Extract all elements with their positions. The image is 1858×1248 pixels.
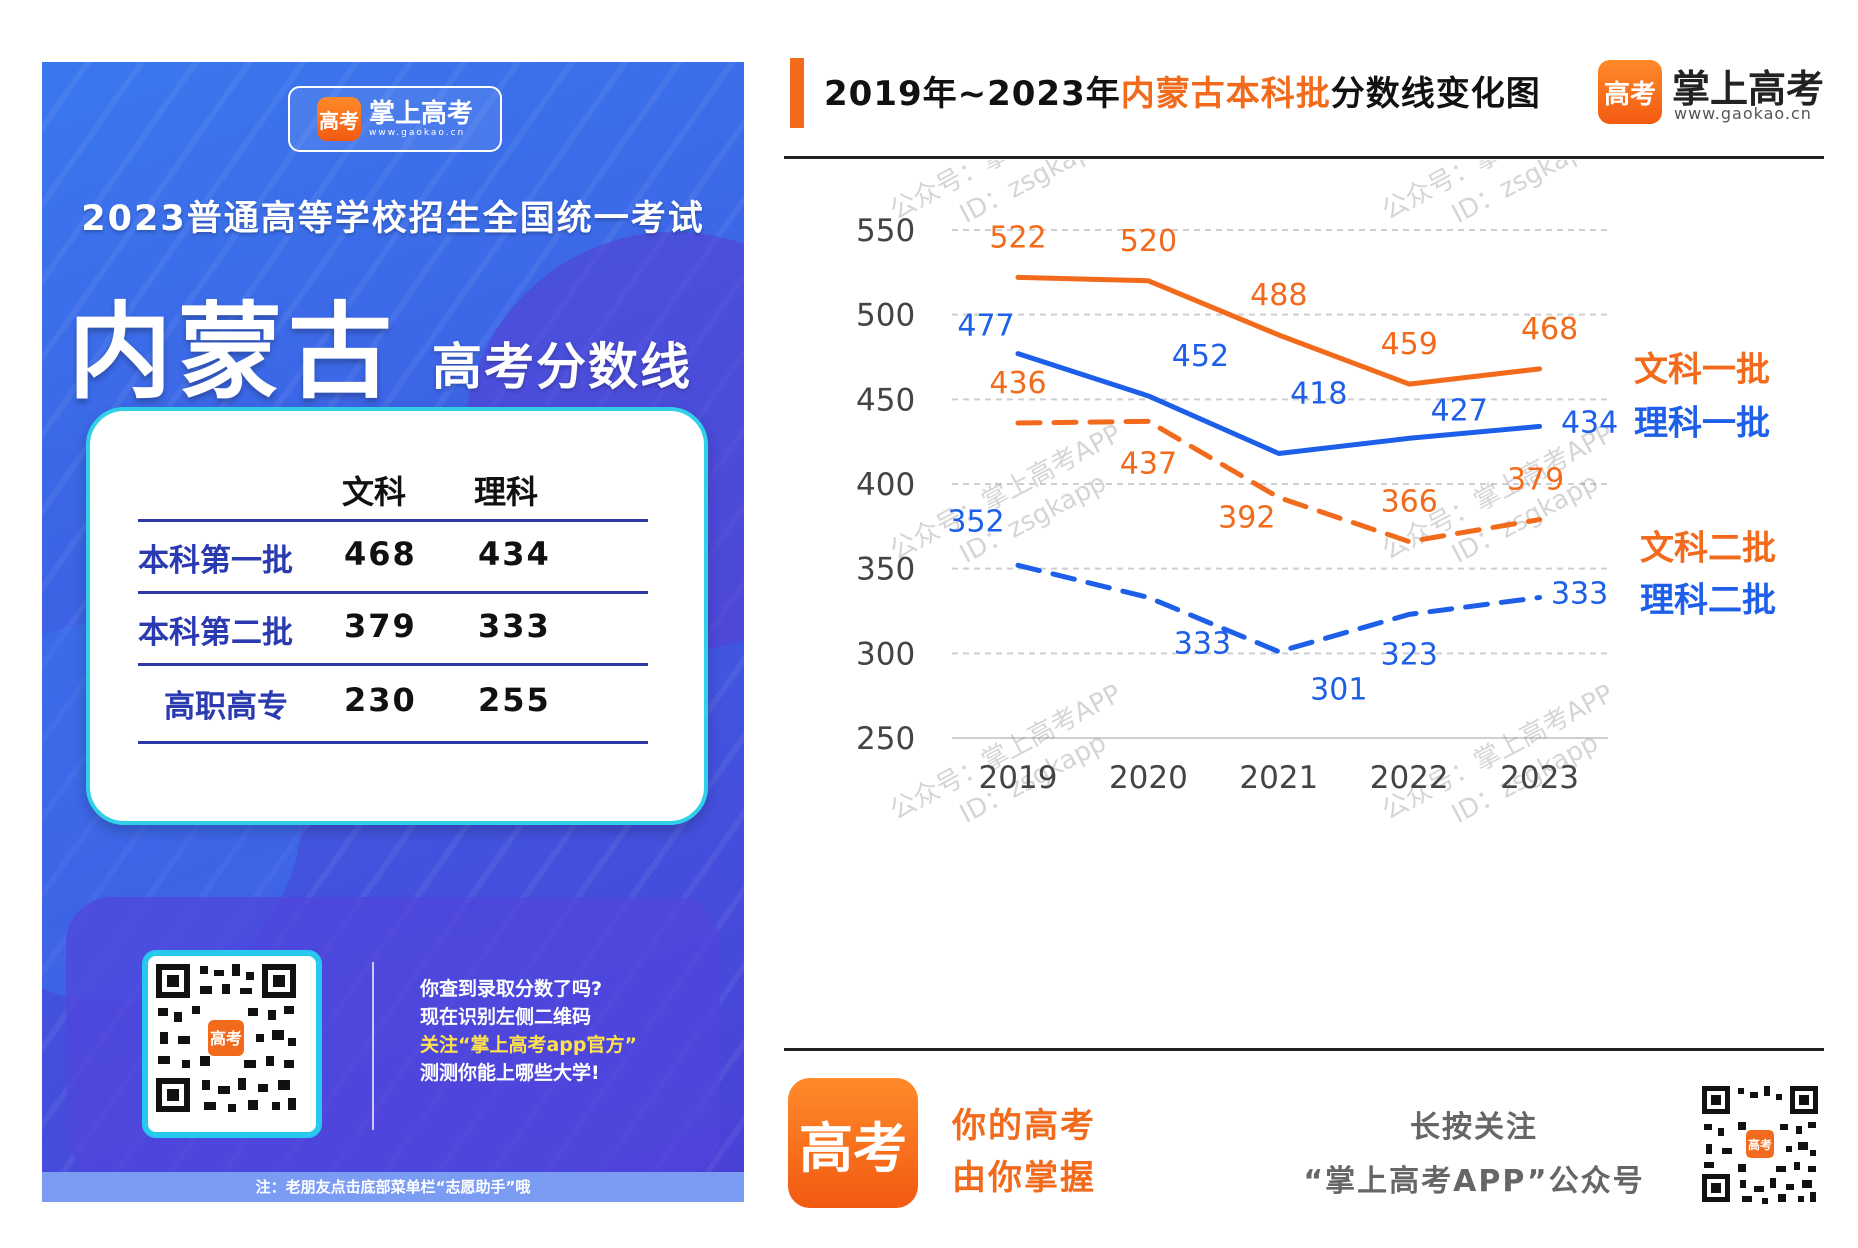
score-poster: 高考 掌上高考 www.gaokao.cn 2023普通高等学校招生全国统一考试… xyxy=(42,62,744,1202)
data-label: 352 xyxy=(947,504,1004,539)
data-label: 437 xyxy=(1120,446,1177,481)
poster-logo-name: 掌上高考 xyxy=(368,99,473,129)
chart-title: 2019年~2023年内蒙古本科批分数线变化图 xyxy=(824,66,1541,115)
title-accent-bar xyxy=(790,58,804,128)
series-line xyxy=(1015,562,1543,655)
y-tick-label: 350 xyxy=(856,552,915,588)
brand-name: 掌上高考 xyxy=(1672,67,1825,111)
data-label: 333 xyxy=(1551,576,1608,611)
x-tick-label: 2020 xyxy=(1109,760,1188,796)
promo-line-highlight: 关注“掌上高考app官方” xyxy=(420,1034,637,1056)
data-label: 392 xyxy=(1218,501,1275,536)
poster-logo-url: www.gaokao.cn xyxy=(368,128,466,138)
follow-hint: 长按关注 xyxy=(1410,1110,1538,1145)
table-header-wenke: 文科 xyxy=(342,473,407,511)
slogan-line: 你的高考 xyxy=(952,1106,1096,1146)
footer-rule xyxy=(784,1048,1824,1051)
gaokao-logo-icon: 高考 xyxy=(1598,60,1662,124)
row-label-batch2: 本科第二批 xyxy=(138,615,293,651)
cell-vocational-wenke: 230 xyxy=(344,681,417,719)
cell-batch1-like: 434 xyxy=(478,535,551,573)
promo-line: 现在识别左侧二维码 xyxy=(420,1006,592,1028)
data-label: 436 xyxy=(989,366,1046,401)
x-tick-label: 2019 xyxy=(979,760,1058,796)
cell-batch2-like: 333 xyxy=(478,607,551,645)
exam-title: 2023普通高等学校招生全国统一考试 xyxy=(81,199,705,239)
data-label: 434 xyxy=(1561,405,1618,440)
data-label: 333 xyxy=(1174,626,1231,661)
y-tick-label: 450 xyxy=(856,382,915,418)
y-tick-label: 250 xyxy=(856,721,915,757)
data-label: 522 xyxy=(989,220,1046,255)
series-line xyxy=(1015,418,1543,545)
province-title: 内蒙古 xyxy=(68,291,399,413)
legend-entry: 理科一批 xyxy=(1634,403,1770,443)
poster-logo: 高考 掌上高考 www.gaokao.cn xyxy=(288,86,502,152)
chart-title-prefix: 2019年~2023年 xyxy=(824,74,1121,114)
brand-logo: 高考 掌上高考 www.gaokao.cn xyxy=(1598,58,1838,128)
data-label: 323 xyxy=(1381,637,1438,672)
gaokao-logo-icon: 高考 xyxy=(316,97,361,141)
row-label-vocational: 高职高专 xyxy=(164,689,288,725)
data-label: 366 xyxy=(1381,485,1438,520)
y-tick-label: 550 xyxy=(856,213,915,249)
data-label: 488 xyxy=(1250,278,1307,313)
province-subtitle: 高考分数线 xyxy=(432,338,692,396)
y-tick-label: 300 xyxy=(856,636,915,672)
cell-vocational-like: 255 xyxy=(478,681,551,719)
table-divider xyxy=(138,519,648,522)
poster-qr-code[interactable]: 高考 xyxy=(142,950,322,1138)
promo-line: 测测你能上哪些大学! xyxy=(420,1062,600,1084)
series-line xyxy=(1015,274,1543,387)
data-label: 520 xyxy=(1120,224,1177,259)
x-tick-label: 2021 xyxy=(1239,760,1318,796)
cell-batch1-wenke: 468 xyxy=(344,535,417,573)
data-label: 459 xyxy=(1381,327,1438,362)
legend-entry: 文科二批 xyxy=(1640,529,1776,569)
promo-line: 你查到录取分数了吗? xyxy=(420,978,603,1000)
table-header-like: 理科 xyxy=(474,473,539,511)
chart-title-highlight: 内蒙古本科批 xyxy=(1120,74,1331,114)
header-rule xyxy=(784,156,1824,159)
table-divider xyxy=(138,663,648,666)
y-tick-label: 500 xyxy=(856,298,915,334)
score-table-card: 文科 理科 本科第一批 468 434 本科第二批 379 333 高职高专 2… xyxy=(86,407,708,825)
follow-account: “掌上高考APP”公众号 xyxy=(1303,1164,1645,1199)
x-tick-label: 2022 xyxy=(1370,760,1449,796)
row-label-batch1: 本科第一批 xyxy=(138,543,293,579)
qr-code-icon: 高考 xyxy=(1702,1086,1818,1204)
legend-entry: 理科二批 xyxy=(1640,580,1776,620)
data-label: 301 xyxy=(1310,673,1367,708)
table-divider xyxy=(138,591,648,594)
data-label: 379 xyxy=(1507,463,1564,498)
cell-batch2-wenke: 379 xyxy=(344,607,417,645)
brand-url: www.gaokao.cn xyxy=(1674,104,1812,123)
gaokao-logo-icon: 高考 xyxy=(788,1078,918,1208)
data-label: 427 xyxy=(1431,393,1488,428)
data-label: 418 xyxy=(1290,377,1347,412)
svg-text:高考: 高考 xyxy=(210,1029,242,1048)
qr-divider xyxy=(372,962,374,1130)
poster-footer-note: 注：老朋友点击底部菜单栏“志愿助手”哦 xyxy=(42,1172,744,1202)
table-divider xyxy=(138,741,648,744)
legend-entry: 文科一批 xyxy=(1634,350,1770,390)
x-tick-label: 2023 xyxy=(1500,760,1579,796)
y-tick-label: 400 xyxy=(856,467,915,503)
series-line xyxy=(1015,351,1543,457)
footer-qr-code[interactable]: 高考 xyxy=(1698,1082,1822,1206)
qr-code-icon: 高考 xyxy=(156,964,296,1112)
data-label: 468 xyxy=(1521,312,1578,347)
svg-text:高考: 高考 xyxy=(1748,1137,1772,1152)
data-label: 477 xyxy=(957,309,1014,344)
chart-title-suffix: 分数线变化图 xyxy=(1330,74,1541,114)
data-label: 452 xyxy=(1172,339,1229,374)
slogan-line: 由你掌握 xyxy=(952,1158,1096,1198)
